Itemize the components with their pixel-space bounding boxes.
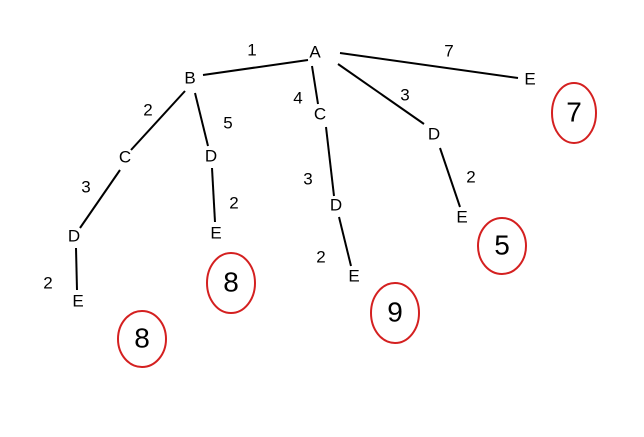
nodes-layer: A B C D E D E C D E D E E [68, 42, 536, 310]
edge-b-c1 [130, 90, 186, 151]
costs-layer: 8 8 9 5 7 [117, 82, 597, 368]
cost-ring [477, 217, 527, 275]
cost-value: 7 [566, 96, 582, 127]
edges-layer [75, 52, 519, 291]
edge-weight-a-d4: 3 [400, 85, 409, 104]
cost-value: 8 [223, 266, 239, 297]
path-cost-e5: 7 [551, 82, 597, 144]
node-c2: C [314, 104, 326, 123]
edge-weight-b-c1: 2 [143, 100, 152, 119]
edge-a-e5 [339, 52, 519, 79]
edge-d3-e3 [338, 216, 352, 267]
cost-value: 5 [494, 229, 510, 260]
path-cost-e2: 8 [206, 252, 256, 314]
node-e1: E [72, 291, 83, 310]
edge-a-d4 [337, 63, 425, 125]
edge-weight-c1-d1: 3 [81, 177, 90, 196]
cost-value: 8 [134, 322, 150, 353]
cost-ring [206, 252, 256, 314]
edge-a-b [202, 59, 309, 76]
edge-c2-d3 [325, 126, 335, 197]
node-c1: C [119, 147, 131, 166]
path-cost-e3: 9 [370, 282, 420, 344]
node-d2: D [205, 146, 217, 165]
edge-b-d2 [194, 92, 209, 147]
edge-weight-d2-e2: 2 [229, 193, 238, 212]
node-d1: D [68, 226, 80, 245]
edge-d1-e1 [75, 247, 78, 291]
edge-weight-c2-d3: 3 [303, 169, 312, 188]
cost-value: 9 [387, 296, 403, 327]
node-d3: D [330, 195, 342, 214]
edge-weight-d4-e4: 2 [466, 167, 475, 186]
edge-weight-a-e5: 7 [444, 41, 453, 60]
edge-c1-d1 [79, 169, 121, 229]
cost-ring [117, 310, 167, 368]
edge-weight-d3-e3: 2 [316, 247, 325, 266]
node-e2: E [210, 223, 221, 242]
edge-a-c2 [311, 65, 319, 105]
node-b: B [184, 68, 195, 87]
cost-ring [370, 282, 420, 344]
edge-weight-a-b: 1 [247, 40, 256, 59]
edge-weight-d1-e1: 2 [43, 273, 52, 292]
path-cost-e4: 5 [477, 217, 527, 275]
node-e5: E [524, 69, 535, 88]
node-e3: E [348, 266, 359, 285]
edge-weight-a-c2: 4 [293, 88, 302, 107]
cost-ring [551, 82, 597, 144]
edge-weight-b-d2: 5 [223, 113, 232, 132]
weights-layer: 1 2 3 2 5 2 4 3 2 3 2 7 [43, 40, 475, 292]
edge-d2-e2 [211, 167, 216, 223]
edge-d4-e4 [439, 147, 461, 208]
path-cost-e1: 8 [117, 310, 167, 368]
node-a: A [309, 42, 321, 61]
node-e4: E [456, 207, 467, 226]
node-d4: D [428, 124, 440, 143]
